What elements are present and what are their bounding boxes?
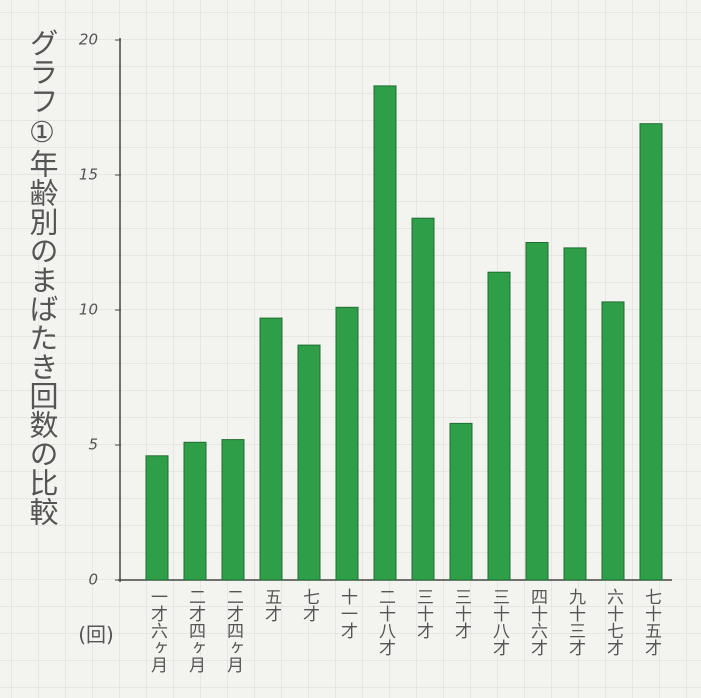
x-tick-label: 三十才 xyxy=(451,588,472,639)
bar xyxy=(449,422,473,581)
chart-title: グラフ①年齢別のまばたき回数の比較 xyxy=(25,28,59,526)
x-tick-label: 六十七才 xyxy=(603,588,624,656)
bar xyxy=(183,441,207,581)
x-tick-label: 四十六才 xyxy=(527,588,548,656)
bar xyxy=(411,217,435,581)
bar xyxy=(335,306,359,581)
bar xyxy=(221,439,245,581)
y-tick-label: 10 xyxy=(79,301,98,319)
bar xyxy=(525,242,549,581)
x-tick-label: 五才 xyxy=(261,588,282,622)
bar xyxy=(639,123,663,581)
x-tick-label: 七十五才 xyxy=(641,588,662,656)
x-tick-label: 二十八才 xyxy=(375,588,396,656)
bar xyxy=(563,247,587,581)
x-tick-label: 三十八才 xyxy=(489,588,510,656)
y-tick-label: 20 xyxy=(79,31,98,49)
x-tick-label: 二才四ヶ月 xyxy=(185,588,206,673)
bar xyxy=(259,317,283,581)
y-tick-label: 15 xyxy=(79,166,98,184)
x-tick-label: 七才 xyxy=(299,588,320,622)
y-unit: (回) xyxy=(78,623,114,647)
bar xyxy=(487,271,511,581)
x-tick-label: 九十三才 xyxy=(565,588,586,656)
x-tick-label: 二才四ヶ月 xyxy=(223,588,244,673)
bar xyxy=(145,455,169,581)
bar xyxy=(373,85,397,581)
x-tick-label: 一才六ヶ月 xyxy=(147,588,168,673)
y-tick-label: 5 xyxy=(88,436,98,454)
x-tick-label: 三十才 xyxy=(413,588,434,639)
bar xyxy=(601,301,625,581)
x-tick-label: 十一才 xyxy=(337,588,358,639)
y-tick-label: 0 xyxy=(88,571,98,589)
bar xyxy=(297,344,321,581)
